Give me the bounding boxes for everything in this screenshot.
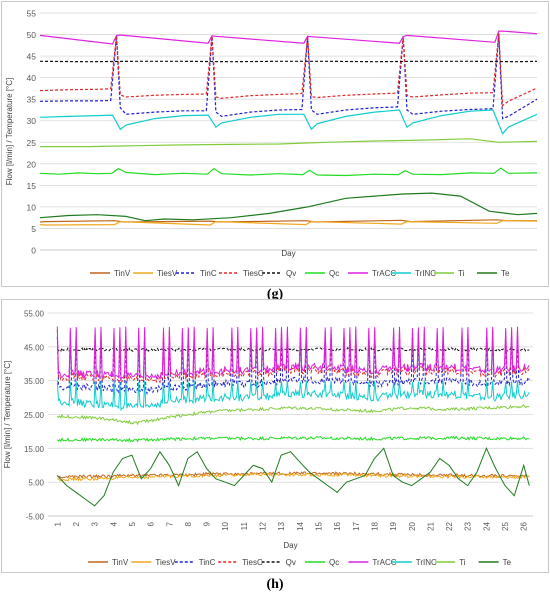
x-tick-label: 4: [109, 521, 118, 526]
legend-label-te: Te: [501, 269, 510, 278]
x-tick-label: 11: [240, 521, 249, 530]
series-line-tiesv: [39, 220, 538, 226]
legend-label-tinv: TinV: [114, 269, 131, 278]
series-line-tinc: [39, 34, 538, 120]
x-tick-label: 19: [389, 521, 398, 530]
legend-label-trinc: TrINC: [415, 269, 436, 278]
series-line-trinc: [39, 109, 538, 135]
x-tick-label: 15: [314, 521, 323, 530]
x-tick-label: 17: [352, 521, 361, 530]
legend-label-te: Te: [503, 558, 512, 567]
y-tick-label: 15.00: [24, 445, 45, 454]
caption-g: (g): [266, 287, 284, 302]
y-tick-label: 0: [31, 246, 36, 256]
x-tick-label: 3: [91, 521, 100, 526]
legend-label-qv: Qv: [286, 558, 296, 567]
series-line-tiesc: [39, 32, 538, 107]
series-line-qv: [56, 346, 530, 353]
x-tick-label: 9: [203, 521, 212, 526]
y-tick-label: 25.00: [24, 411, 45, 420]
y-tick-label: 30: [27, 116, 37, 126]
series-line-tinv: [56, 471, 530, 479]
series-line-tiesv: [57, 472, 530, 482]
series-line-qc: [39, 167, 538, 177]
x-tick-label: 14: [296, 521, 305, 530]
legend-label-tinv: TinV: [112, 558, 129, 567]
x-tick-label: 16: [333, 521, 342, 530]
series-line-tinv: [39, 219, 537, 223]
chart-panel-h: -5.00 5.00 15.00 25.00 35.00 45.00 55.00 1 2 3 4 5 6…: [0, 298, 550, 596]
legend-label-qc: Qc: [329, 269, 339, 278]
x-tick-label: 18: [370, 521, 379, 530]
legend-label-tinc: TinC: [200, 269, 217, 278]
x-axis-title: Day: [283, 541, 297, 550]
legend-label-tracc: TrACC: [372, 558, 396, 567]
legend-label-trinc: TrINC: [416, 558, 437, 567]
y-tick-label: 55: [27, 9, 37, 19]
y-axis-title: Flow [l/min] / Temperature [°C]: [5, 78, 14, 186]
y-tick-label: 35: [27, 95, 37, 105]
y-tick-label: 45.00: [24, 343, 45, 352]
y-tick-label: 50: [27, 30, 37, 40]
series-line-trinc: [56, 380, 530, 412]
y-tick-label: 35.00: [24, 377, 45, 386]
legend-label-tinc: TinC: [199, 558, 216, 567]
x-axis-title: Day: [281, 249, 295, 258]
series-line-tracc: [56, 326, 530, 381]
y-tick-label: 10: [27, 202, 37, 212]
legend-label-tiesc: TiesC: [243, 269, 264, 278]
series-line-tiesc: [56, 329, 530, 385]
series-line-te: [39, 192, 538, 222]
x-tick-label: 12: [259, 521, 268, 530]
x-tick-label: 2: [72, 521, 81, 526]
x-tick-label: 10: [221, 521, 230, 530]
x-tick-label: 25: [501, 521, 510, 530]
x-tick-label: 6: [147, 521, 156, 526]
y-tick-label: 40: [27, 73, 37, 83]
x-tick-label: 8: [184, 521, 193, 526]
y-tick-label: 15: [27, 181, 37, 191]
legend-label-qv: Qv: [286, 269, 296, 278]
chart-panel-g: 0 5 10 15 20 25 30 35 40 45 50 55 Day Flow [l/min] / …: [1, 1, 549, 302]
x-tick-label: 7: [165, 521, 174, 526]
chart-g: 0 5 10 15 20 25 30 35 40 45 50 55 Day Flow [l/min] / …: [5, 9, 538, 278]
x-tick-label: 22: [445, 521, 454, 530]
legend-label-tiesv: TiesV: [155, 558, 176, 567]
y-tick-label: 5.00: [28, 479, 44, 488]
series-line-te: [56, 447, 530, 507]
legend-label-tracc: TrACC: [372, 269, 396, 278]
x-tick-label: 21: [426, 521, 435, 530]
series-line-ti: [56, 404, 530, 426]
series-line-tinc: [56, 336, 530, 396]
x-tick-label: 13: [277, 521, 286, 530]
legend-label-tiesc: TiesC: [242, 558, 263, 567]
y-tick-label: 5: [31, 224, 36, 234]
legend-label-ti: Ti: [459, 558, 466, 567]
x-tick-label: 5: [128, 521, 137, 526]
y-axis-title: Flow [l/min] / Temperature [°C]: [3, 361, 12, 469]
y-tick-label: 45: [27, 52, 37, 62]
legend-label-tiesv: TiesV: [157, 269, 178, 278]
x-tick-label: 23: [464, 521, 473, 530]
legend-label-qc: Qc: [329, 558, 339, 567]
x-tick-label: 1: [53, 521, 62, 526]
legend-label-ti: Ti: [458, 269, 465, 278]
series-line-ti: [40, 138, 538, 148]
x-tick-label: 20: [408, 521, 417, 530]
series-line-qc: [56, 435, 530, 443]
series-line-tracc: [39, 30, 538, 45]
x-tick-label: 24: [482, 521, 491, 530]
y-tick-label: 55.00: [24, 310, 45, 319]
y-tick-label: -5.00: [26, 513, 45, 522]
y-tick-label: 20: [27, 159, 37, 169]
y-tick-label: 25: [27, 138, 37, 148]
caption-h: (h): [266, 577, 284, 592]
x-tick-label: 26: [520, 521, 529, 530]
